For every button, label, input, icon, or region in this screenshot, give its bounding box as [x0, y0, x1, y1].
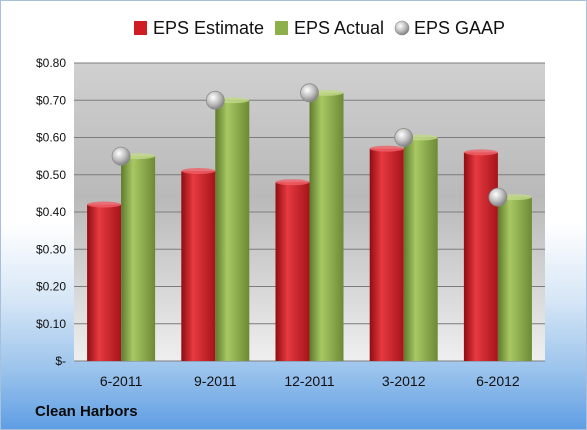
eps-estimate-bar-top: [275, 179, 310, 186]
eps-gaap-marker: [394, 128, 414, 147]
eps-actual-bar: [309, 92, 344, 362]
eps-actual-bar: [497, 197, 532, 361]
y-tick-label: $0.40: [36, 205, 66, 219]
y-tick-label: $0.50: [36, 168, 66, 182]
legend-label: EPS GAAP: [414, 18, 505, 38]
eps-estimate-bar: [87, 204, 122, 361]
y-axis-tick-labels: $- $0.10 $0.20 $0.30 $0.40 $0.50 $0.60 $0.70 $0.…: [36, 56, 66, 368]
x-tick-label: 6-2011: [100, 373, 143, 389]
x-tick-label: 9-2011: [194, 373, 237, 389]
eps-estimate-bar: [369, 148, 404, 361]
eps-estimate-bar-top: [181, 168, 216, 175]
legend-swatch: [134, 21, 147, 35]
eps-gaap-marker: [300, 83, 319, 103]
y-tick-label: $0.20: [36, 280, 66, 294]
x-tick-label: 6-2012: [476, 373, 520, 389]
eps-gaap-marker: [111, 146, 131, 166]
gaap-markers: [111, 83, 508, 207]
bars: [87, 89, 532, 362]
y-tick-label: $0.60: [36, 131, 66, 145]
y-tick-label: $0.30: [36, 242, 66, 256]
eps-gaap-marker: [488, 187, 508, 207]
x-tick-label: 3-2012: [382, 373, 426, 389]
eps-actual-bar: [215, 100, 250, 361]
eps-estimate-bar: [463, 152, 498, 361]
legend: EPS Estimate EPS Actual EPS GAAP: [134, 18, 505, 38]
eps-actual-bar: [121, 156, 156, 361]
x-tick-label: 12-2011: [284, 373, 335, 389]
legend-label: EPS Estimate: [153, 18, 264, 38]
eps-estimate-bar-top: [369, 145, 404, 152]
eps-estimate-bar-top: [87, 201, 122, 208]
y-tick-label: $0.70: [36, 93, 66, 107]
eps-actual-bar: [403, 137, 438, 361]
x-axis-tick-labels: 6-2011 9-2011 12-2011 3-2012 6-2012: [100, 373, 520, 389]
eps-gaap-marker: [205, 90, 225, 110]
company-name: Clean Harbors: [35, 403, 138, 420]
eps-estimate-bar: [181, 171, 216, 361]
y-tick-label: $0.10: [36, 317, 66, 331]
legend-gaap-swatch: [394, 20, 410, 36]
y-tick-label: $-: [55, 354, 66, 368]
legend-label: EPS Actual: [294, 18, 384, 38]
eps-estimate-bar: [275, 182, 310, 361]
y-tick-label: $0.80: [36, 56, 66, 70]
legend-swatch: [275, 21, 288, 35]
eps-estimate-bar-top: [463, 149, 498, 156]
